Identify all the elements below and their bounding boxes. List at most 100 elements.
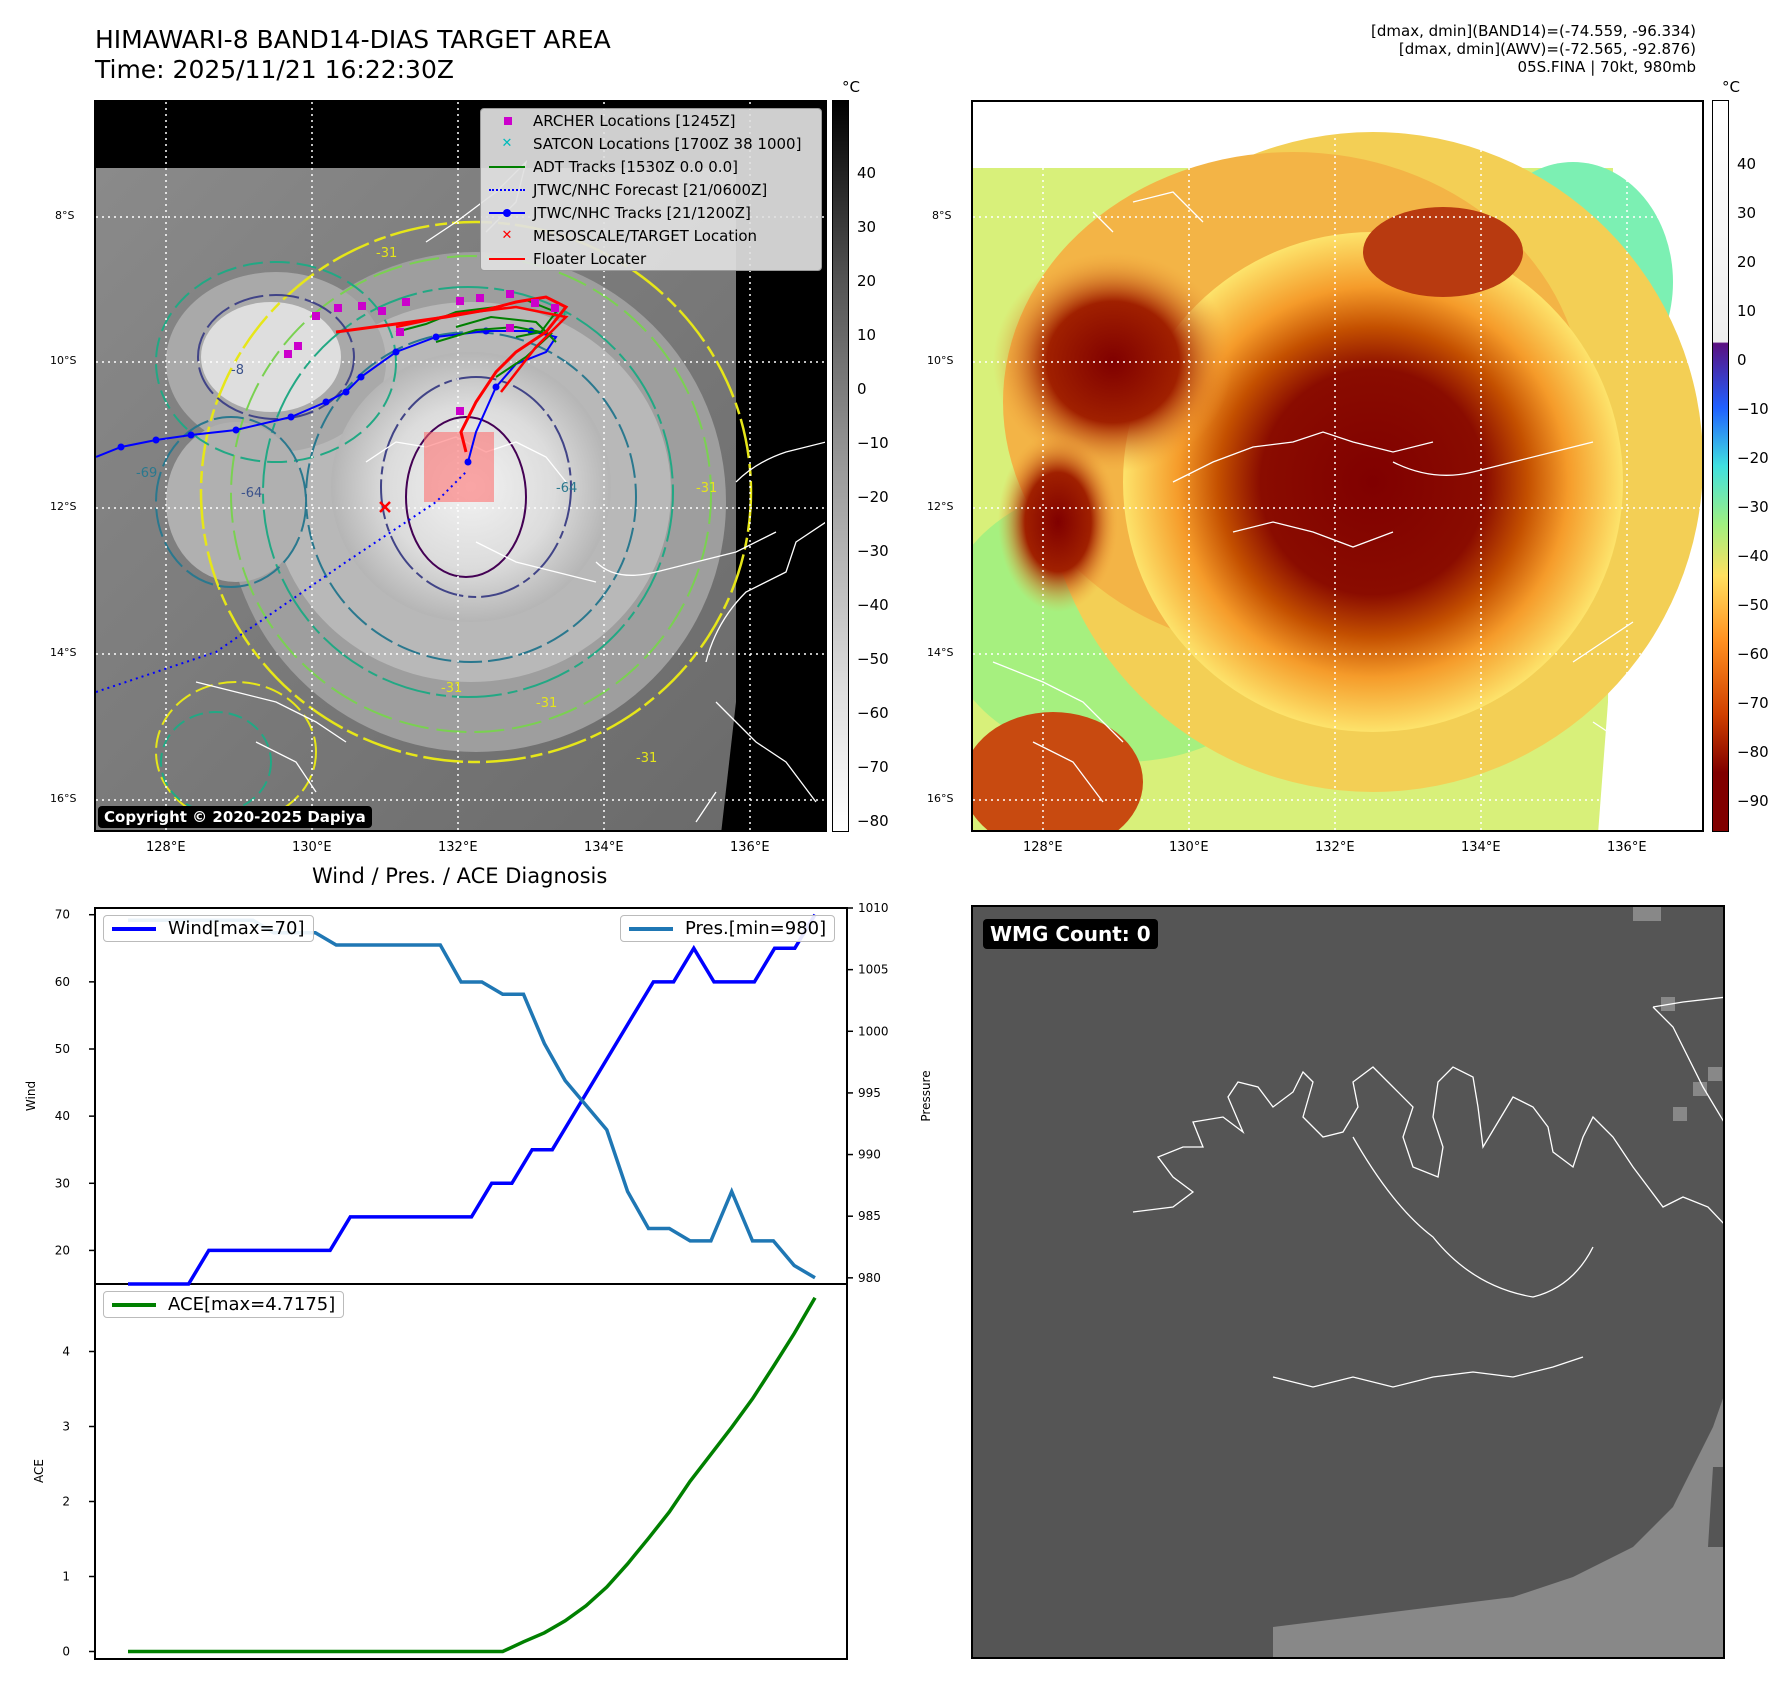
lon-tick: 132°E xyxy=(438,840,478,855)
ace-axes xyxy=(94,1283,848,1660)
pressure-tick-label: 1000 xyxy=(858,1024,889,1038)
legend-label: SATCON Locations [1700Z 38 1000] xyxy=(533,134,802,153)
colorbar-tick: −30 xyxy=(857,542,889,560)
pressure-tick-label: 1005 xyxy=(858,963,889,977)
legend-item-satcon: ✕ SATCON Locations [1700Z 38 1000] xyxy=(481,132,821,155)
ace-tick-label: 4 xyxy=(62,1345,70,1359)
pressure-tick-label: 990 xyxy=(858,1148,881,1162)
lat-tick: 10°S xyxy=(927,354,954,367)
ace-tick-label: 1 xyxy=(62,1570,70,1584)
pressure-tick-label: 980 xyxy=(858,1271,881,1285)
colorbar-tick: 0 xyxy=(1737,351,1747,369)
wind-tick-label: 30 xyxy=(55,1176,70,1190)
colorbar-right-ticks: 40 30 20 10 0 −10 −20 −30 −40 −50 −60 −7… xyxy=(1737,140,1769,826)
mesoscale-target-marker xyxy=(379,501,391,513)
chart-title: HIMAWARI-8 BAND14-DIAS TARGET AREA Time:… xyxy=(95,25,611,85)
forecast-track xyxy=(96,471,467,693)
pressure-series-line xyxy=(128,918,816,1280)
ace-series-line xyxy=(128,1296,817,1654)
lon-tick: 136°E xyxy=(1607,840,1647,855)
wind-tick-label: 40 xyxy=(55,1109,70,1123)
legend-item-archer: ARCHER Locations [1245Z] xyxy=(481,109,821,132)
colorbar-tick: −80 xyxy=(857,812,889,830)
lat-tick: 14°S xyxy=(50,646,77,659)
lon-tick: 130°E xyxy=(1169,840,1209,855)
contour-label: -64 xyxy=(241,486,262,501)
wmg-map-graphic xyxy=(1132,907,1723,1657)
colorbar-left xyxy=(832,100,849,832)
ace-axis-label: ACE xyxy=(32,1459,46,1483)
title-line-1: HIMAWARI-8 BAND14-DIAS TARGET AREA xyxy=(95,25,611,54)
colorbar-tick: 40 xyxy=(1737,155,1757,173)
diagnosis-title: Wind / Pres. / ACE Diagnosis xyxy=(312,864,608,888)
lon-tick: 134°E xyxy=(1461,840,1501,855)
info-block: [dmax, dmin](BAND14)=(-74.559, -96.334) … xyxy=(1371,22,1696,76)
contour-label: -31 xyxy=(696,481,717,496)
awv-map-panel xyxy=(971,100,1704,832)
lon-tick: 130°E xyxy=(292,840,332,855)
lat-tick: 8°S xyxy=(55,209,75,222)
wind-tick-label: 70 xyxy=(55,908,70,922)
legend-pres-label: Pres.[min=980] xyxy=(685,918,827,939)
legend-label: JTWC/NHC Tracks [21/1200Z] xyxy=(533,203,751,222)
x-marker-icon: ✕ xyxy=(501,135,513,151)
jtwc-track-points xyxy=(117,327,535,466)
colorbar-tick: −60 xyxy=(857,704,889,722)
wmg-panel: WMG Count: 0 xyxy=(971,905,1725,1659)
colorbar-tick: 20 xyxy=(857,272,877,290)
colorbar-tick: 10 xyxy=(1737,302,1757,320)
legend-ace: ACE[max=4.7175] xyxy=(103,1291,345,1318)
wind-tick-label: 50 xyxy=(55,1042,70,1056)
wind-tick-label: 60 xyxy=(55,975,70,989)
colorbar-tick: −70 xyxy=(857,758,889,776)
colorbar-tick: −80 xyxy=(1737,743,1769,761)
colorbar-tick: −70 xyxy=(1737,694,1769,712)
info-line-3: 05S.FINA | 70kt, 980mb xyxy=(1517,58,1696,76)
lat-tick: 14°S xyxy=(927,646,954,659)
pressure-tick-label: 1010 xyxy=(858,901,889,915)
legend-label: JTWC/NHC Forecast [21/0600Z] xyxy=(533,180,768,199)
awv-map-graphic xyxy=(973,102,1702,830)
x-marker-icon: ✕ xyxy=(501,227,513,243)
legend-item-jtwc: JTWC/NHC Tracks [21/1200Z] xyxy=(481,201,821,224)
lon-tick: 134°E xyxy=(584,840,624,855)
info-line-2: [dmax, dmin](AWV)=(-72.565, -92.876) xyxy=(1398,40,1696,58)
colorbar-unit: °C xyxy=(1722,78,1740,96)
colorbar-tick: −50 xyxy=(1737,596,1769,614)
colorbar-tick: −40 xyxy=(857,596,889,614)
legend-wind: Wind[max=70] xyxy=(103,915,314,942)
colorbar-tick: −50 xyxy=(857,650,889,668)
colorbar-left-ticks: 40 30 20 10 0 −10 −20 −30 −40 −50 −60 −7… xyxy=(857,146,889,848)
lon-tick: 132°E xyxy=(1315,840,1355,855)
contour-label: -31 xyxy=(376,246,397,261)
ace-line-icon xyxy=(112,1302,156,1307)
colorbar-tick: −20 xyxy=(857,488,889,506)
legend-label: ARCHER Locations [1245Z] xyxy=(533,111,736,130)
dotted-line-icon xyxy=(489,183,525,197)
contour-label: -31 xyxy=(536,696,557,711)
colorbar-tick: −10 xyxy=(1737,400,1769,418)
colorbar-tick: −60 xyxy=(1737,645,1769,663)
pressure-tick-label: 995 xyxy=(858,1086,881,1100)
colorbar-tick: −30 xyxy=(1737,498,1769,516)
legend-wind-label: Wind[max=70] xyxy=(168,918,305,939)
colorbar-tick: 10 xyxy=(857,326,877,344)
lon-tick: 136°E xyxy=(730,840,770,855)
legend-item-mesoscale: ✕ MESOSCALE/TARGET Location xyxy=(481,224,821,247)
ace-tick-label: 2 xyxy=(62,1495,70,1509)
colorbar-tick: 0 xyxy=(857,380,867,398)
pressure-axis-label: Pressure xyxy=(919,1070,933,1121)
colorbar-right xyxy=(1712,100,1729,832)
copyright-badge: Copyright © 2020-2025 Dapiya xyxy=(98,806,372,828)
title-line-2: Time: 2025/11/21 16:22:30Z xyxy=(95,55,454,84)
lat-tick: 16°S xyxy=(927,792,954,805)
lon-tick: 128°E xyxy=(146,840,186,855)
contour-label: -69 xyxy=(136,466,157,481)
contour-label: -64 xyxy=(556,481,577,496)
ace-tick-label: 0 xyxy=(62,1645,70,1659)
wmg-count-badge: WMG Count: 0 xyxy=(983,919,1158,949)
colorbar-tick: 20 xyxy=(1737,253,1757,271)
lat-tick: 12°S xyxy=(927,500,954,513)
map-legend: ARCHER Locations [1245Z] ✕ SATCON Locati… xyxy=(480,108,822,271)
lat-tick: 12°S xyxy=(50,500,77,513)
